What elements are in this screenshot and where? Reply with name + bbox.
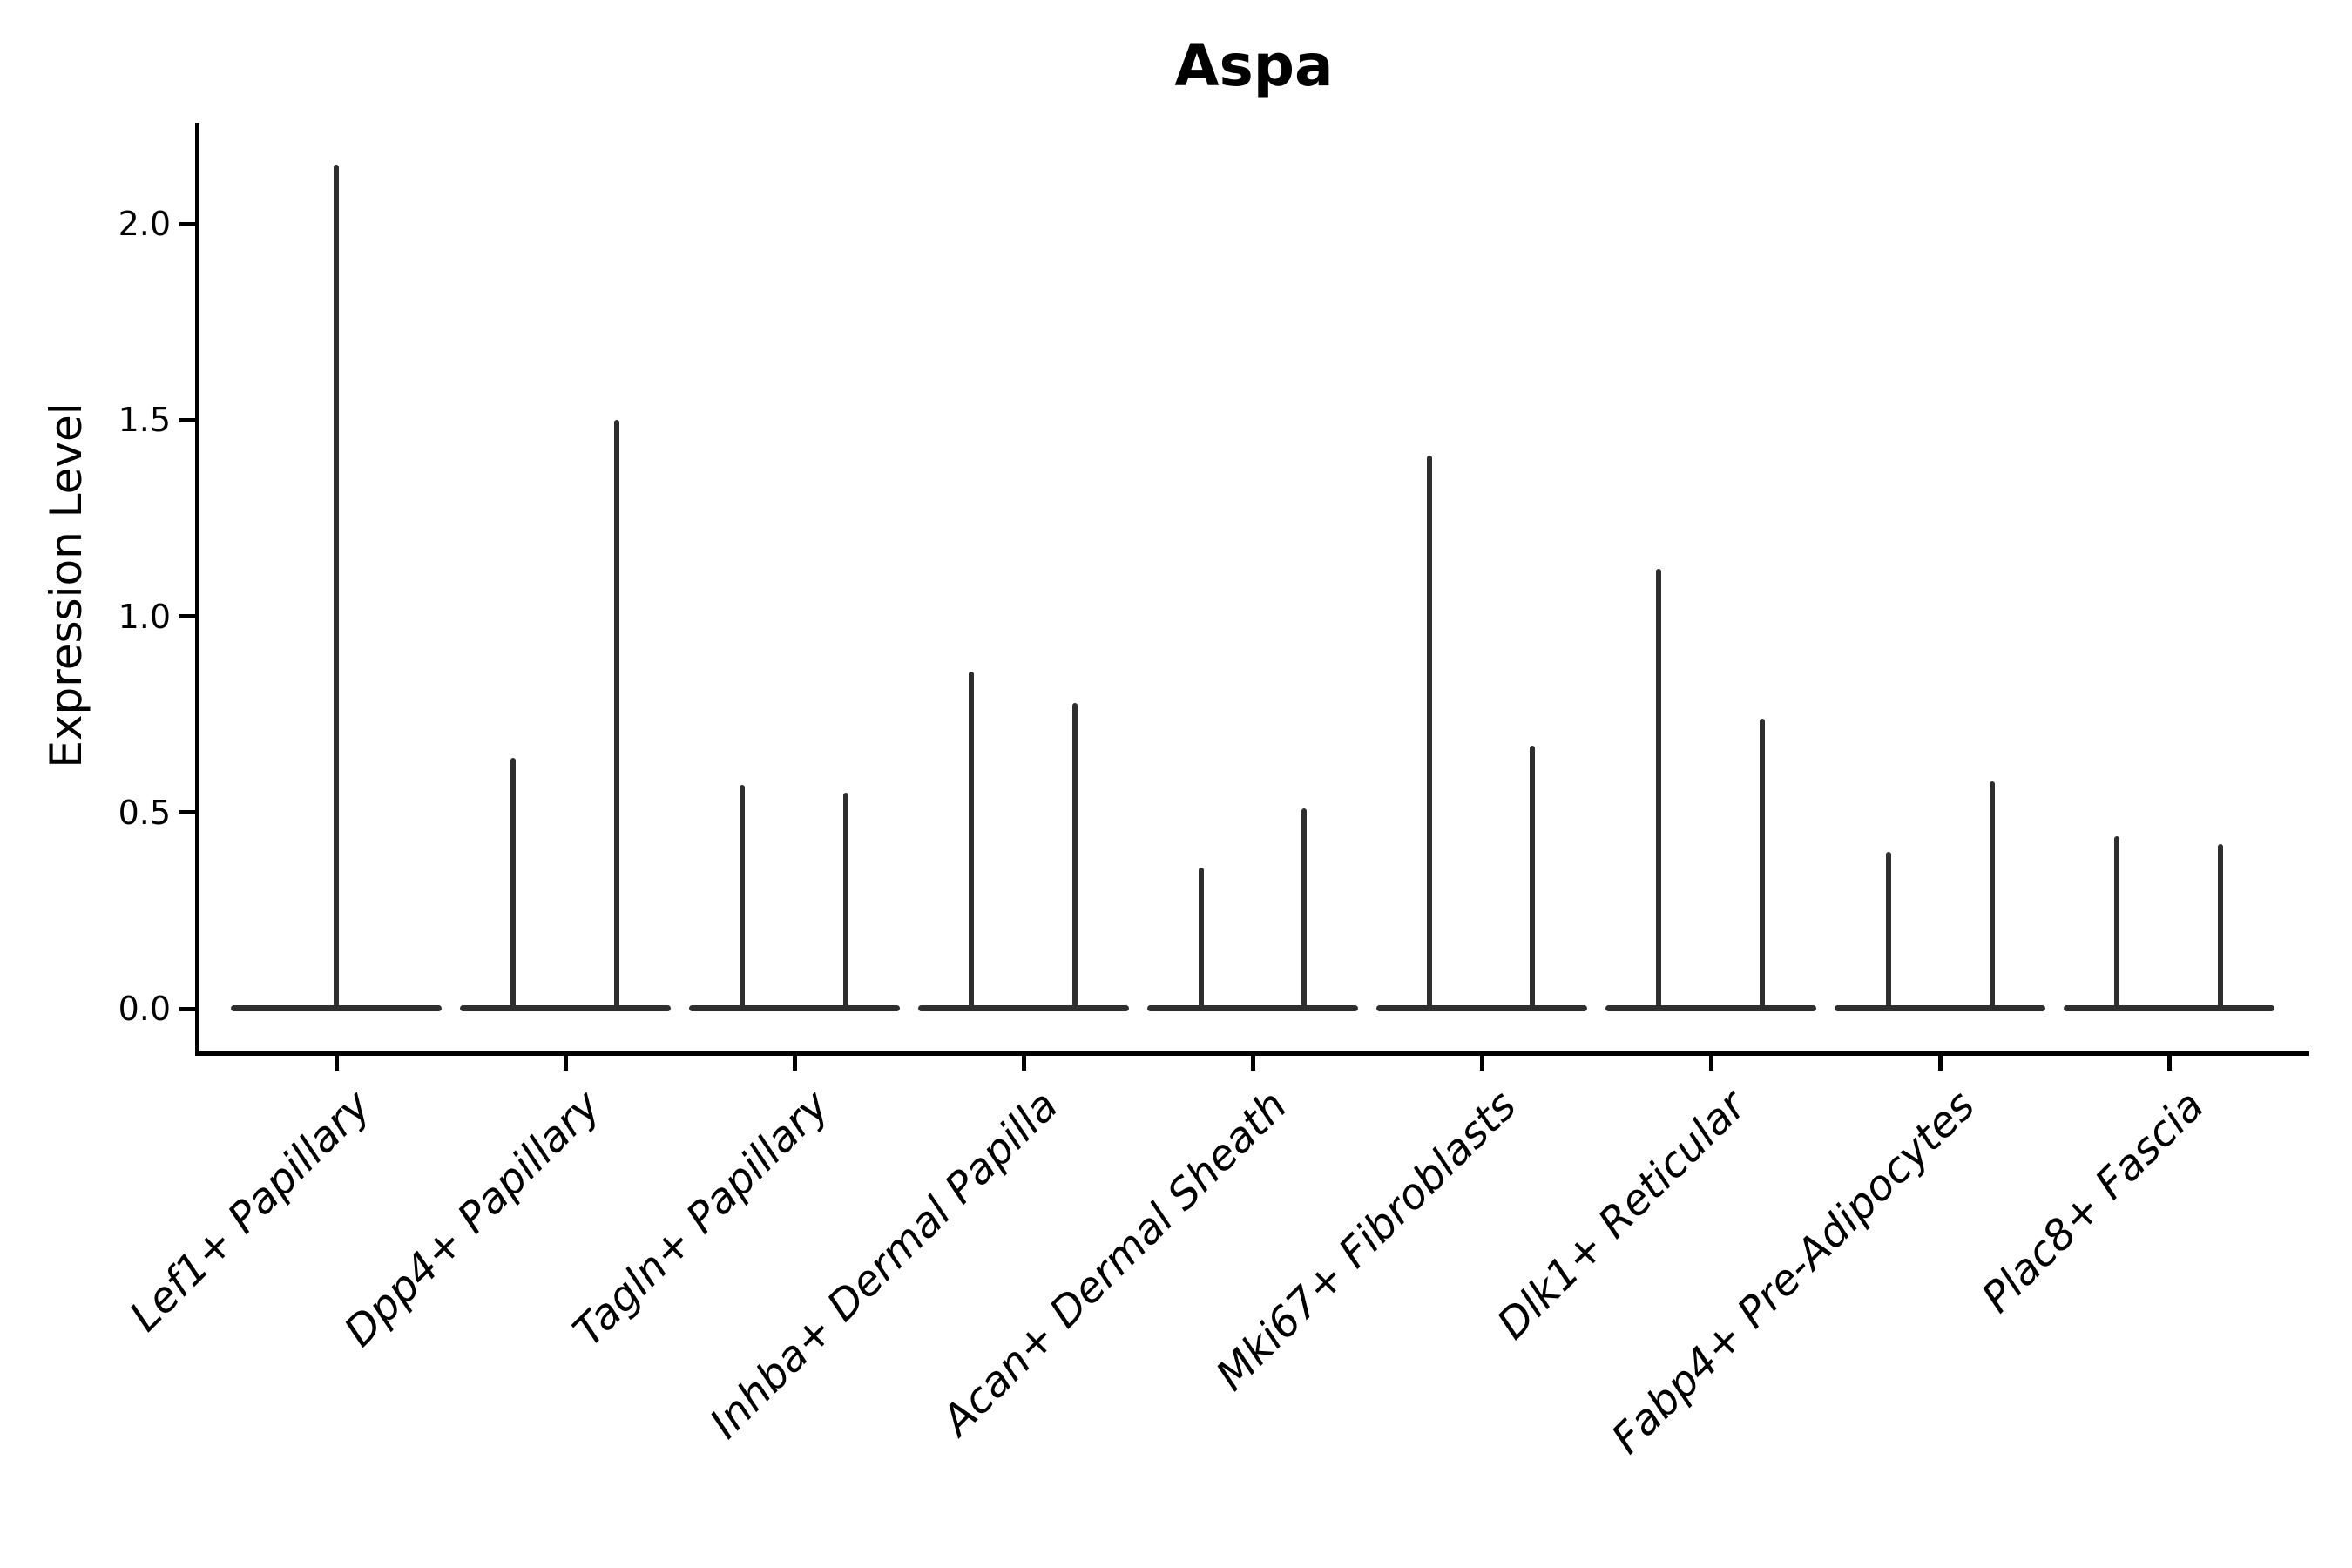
x-tick-label: Dpp4+ Papillary [335,1081,610,1356]
violin-spike [1990,781,1995,1011]
y-tick-label: 2.0 [118,205,171,243]
violin-spike [1760,718,1765,1011]
y-tick [179,614,195,618]
y-axis-spine [195,123,199,1056]
violin-baseline [2064,1005,2274,1011]
violin-spike [1886,851,1891,1011]
x-tick [334,1056,339,1071]
violin-baseline [1376,1005,1587,1011]
violin-baseline [918,1005,1129,1011]
violin-spike [510,757,516,1011]
x-tick [563,1056,568,1071]
y-tick [179,221,195,226]
violin-spike [843,793,848,1011]
y-tick-label: 0.5 [118,793,171,832]
violin-spike [1530,746,1535,1011]
y-tick [179,1006,195,1011]
violin-spike [740,785,745,1011]
x-tick [1479,1056,1484,1071]
violin-baseline [460,1005,671,1011]
x-tick [1937,1056,1943,1071]
violin-baseline [689,1005,900,1011]
y-tick [179,810,195,815]
y-tick-label: 1.0 [118,597,171,636]
violin-spike [2114,835,2119,1011]
x-tick [792,1056,797,1071]
violin-spike [334,165,339,1011]
x-tick [1021,1056,1026,1071]
y-axis-label: Expression Level [41,402,91,768]
y-tick [179,417,195,422]
violin-baseline [1835,1005,2045,1011]
x-axis-spine [195,1051,2309,1056]
plot-title: Aspa [1174,32,1334,99]
violin-spike [1301,808,1307,1011]
x-tick [1708,1056,1713,1071]
x-tick [1250,1056,1255,1071]
violin-spike [614,420,619,1011]
violin-spike [1427,455,1432,1011]
x-tick-label: Dlk1+ Reticular [1487,1081,1755,1349]
violin-spike [1656,569,1661,1011]
violin-baseline [1605,1005,1816,1011]
x-tick-label: Tagln+ Papillary [564,1081,839,1356]
violin-baseline [1147,1005,1358,1011]
violin-spike [2218,843,2223,1011]
violin-spike [1072,702,1078,1011]
x-tick [2166,1056,2172,1071]
y-tick-label: 0.0 [118,990,171,1028]
x-tick-label: Lef1+ Papillary [120,1081,381,1342]
y-tick-label: 1.5 [118,401,171,440]
violin-spike [969,671,974,1011]
violin-spike [1199,867,1204,1011]
x-tick-label: Plac8+ Fascia [1972,1081,2213,1322]
